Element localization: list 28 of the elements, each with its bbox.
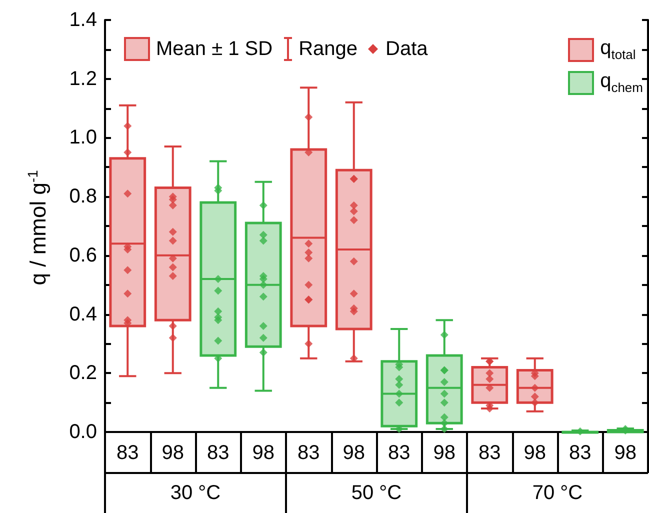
x-tick-label: 83 xyxy=(478,442,501,464)
text: 70 °C xyxy=(532,482,583,504)
text: 50 °C xyxy=(351,482,402,504)
y-tick-label: 0.6 xyxy=(69,244,97,266)
y-tick-label: 1.4 xyxy=(69,9,97,31)
x-tick-label: 98 xyxy=(342,442,365,464)
annotation: Data xyxy=(386,38,428,60)
x-tick-label: 83 xyxy=(388,442,410,464)
x-tick-label: 98 xyxy=(614,442,636,464)
x-tick-label: 98 xyxy=(524,442,546,464)
annotation: Mean ± 1 SD xyxy=(156,38,273,60)
y-tick-label: 0.2 xyxy=(69,362,97,384)
x-tick-label: 98 xyxy=(162,442,184,464)
x-tick-label: 83 xyxy=(298,442,320,464)
x-tick-label: 98 xyxy=(433,442,456,464)
x-tick-label: 98 xyxy=(252,442,274,464)
x-tick-label: 83 xyxy=(116,442,139,464)
text: 30 °C xyxy=(170,482,221,504)
legend-label: q$_{chem}$ xyxy=(600,70,643,95)
x-tick-label: 83 xyxy=(207,442,230,464)
y-tick-label: 1.0 xyxy=(69,126,97,149)
y-tick-label: 0.4 xyxy=(69,303,97,326)
y-tick-label: 0.8 xyxy=(69,186,97,208)
y-tick-label: 0.0 xyxy=(69,421,97,443)
annotation: Range xyxy=(298,38,358,60)
legend-label: q$_{total}$ xyxy=(600,37,636,62)
x-tick-label: 83 xyxy=(569,442,592,464)
y-tick-label: 1.2 xyxy=(69,68,97,90)
